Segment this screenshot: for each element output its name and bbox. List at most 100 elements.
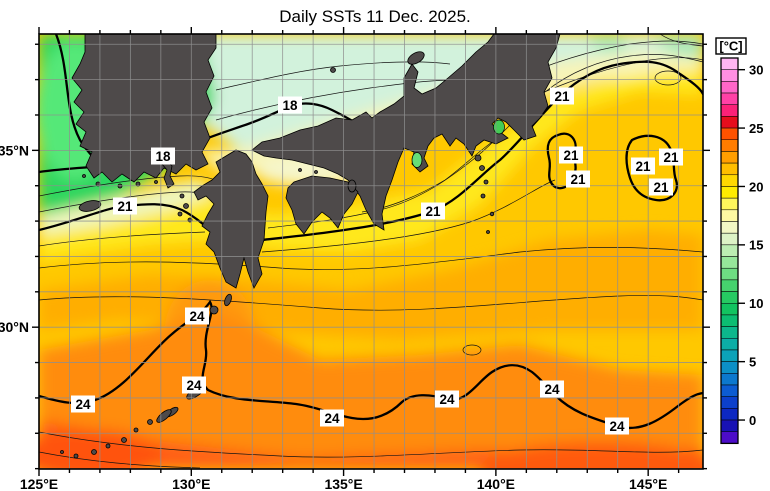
colorbar-segment — [720, 209, 739, 222]
contour-label-value: 21 — [635, 159, 651, 174]
colorbar-segment — [720, 92, 739, 105]
land-korea — [71, 34, 217, 183]
contour-label-value: 24 — [189, 309, 205, 324]
land-tsushima — [161, 159, 175, 189]
colorbar-tick-label: 10 — [749, 296, 763, 311]
contour-label-box — [151, 147, 175, 165]
colorbar-segment — [720, 396, 739, 409]
contour-label-box — [278, 96, 302, 114]
lon-axis-label: 135°E — [324, 476, 362, 491]
colorbar-segment — [720, 408, 739, 421]
colorbar-segment — [720, 174, 739, 187]
isotherm-21-east — [260, 60, 703, 242]
colorbar-segment — [720, 162, 739, 176]
colorbar-segment — [720, 139, 739, 152]
ise-bay — [411, 152, 423, 168]
colorbar-segment — [720, 267, 739, 281]
colorbar: 30 25 20 15 10 5 0 [°C] — [715, 37, 763, 445]
colorbar-tick-label: 30 — [749, 62, 763, 77]
land-masses — [60, 34, 561, 459]
land-sado — [407, 51, 425, 65]
contour-label-value: 21 — [563, 148, 579, 163]
contour-label-value: 21 — [117, 199, 133, 214]
lat-axis-label: 35°N — [0, 142, 29, 158]
colorbar-segment — [720, 116, 739, 129]
colorbar-segment — [720, 256, 739, 269]
contour-label-value: 18 — [282, 98, 298, 113]
contour-label-box — [71, 395, 95, 413]
colorbar-segment — [720, 104, 739, 117]
colorbar-segment — [720, 419, 739, 432]
colorbar-segment — [720, 232, 739, 246]
contour-label-box — [631, 157, 655, 175]
colorbar-segment — [720, 349, 739, 362]
map-frame — [38, 33, 704, 470]
lat-axis-label: 30°N — [0, 319, 29, 335]
colorbar-segment — [720, 338, 739, 351]
contour-label-box — [185, 307, 209, 325]
lon-axis-label: 140°E — [477, 476, 515, 491]
contour-label-value: 18 — [155, 149, 171, 164]
lon-axis-label: 130°E — [172, 476, 210, 491]
colorbar-segment — [720, 151, 739, 164]
colorbar-unit-box — [715, 37, 747, 55]
graticule-grid — [39, 34, 703, 470]
colorbar-segment — [720, 326, 739, 339]
colorbar-segment — [720, 197, 739, 211]
contour-label-value: 21 — [425, 204, 441, 219]
contour-label-value: 24 — [544, 382, 560, 397]
isotherm-24 — [39, 299, 703, 430]
colorbar-outline — [720, 57, 739, 445]
land-kyushu — [193, 149, 269, 289]
contour-label-box — [320, 409, 344, 427]
colorbar-tick-label: 15 — [749, 238, 763, 253]
colorbar-segment — [720, 81, 739, 94]
colorbar-segment — [720, 244, 739, 257]
contour-label-value: 24 — [324, 411, 340, 426]
colorbar-segment — [720, 291, 739, 304]
colorbar-segment — [720, 361, 739, 374]
colorbar-segment — [720, 373, 739, 386]
contour-label-box — [649, 178, 673, 196]
lon-axis-label: 145°E — [629, 476, 667, 491]
contour-label-value: 21 — [554, 89, 570, 104]
contour-label-box — [421, 202, 445, 220]
contour-label-value: 24 — [186, 378, 202, 393]
lon-axis-label: 125°E — [20, 476, 58, 491]
isotherm-21-west — [39, 203, 205, 232]
contour-label-box — [566, 170, 590, 188]
axis-ticks — [32, 27, 710, 476]
contour-label-box — [659, 148, 683, 166]
colorbar-segment — [720, 69, 739, 82]
contour-label-value: 21 — [653, 180, 669, 195]
colorbar-segment — [720, 57, 739, 70]
contour-label-value: 24 — [75, 397, 91, 412]
axis-labels: 125°E 130°E 135°E 140°E 145°E 35°N 30°N — [0, 142, 667, 491]
contour-label-value: 21 — [663, 150, 679, 165]
colorbar-unit-label: [°C] — [719, 39, 742, 54]
colorbar-segment — [720, 186, 739, 199]
colorbar-segment — [720, 314, 739, 327]
colorbar-segment — [720, 221, 739, 234]
colorbar-segment — [720, 431, 739, 444]
contour-label-box — [550, 87, 574, 105]
colorbar-segment — [720, 303, 739, 316]
colorbar-tick-label: 0 — [749, 413, 756, 428]
land-honshu — [251, 34, 561, 231]
colorbar-tick-label: 25 — [749, 121, 763, 136]
colorbar-tick-label: 5 — [749, 354, 756, 369]
contour-label-box — [435, 390, 459, 408]
contour-label-box — [113, 197, 137, 215]
contour-label-box — [540, 380, 564, 398]
land-shikoku — [285, 175, 359, 235]
contour-label-box — [182, 376, 206, 394]
contour-label-box — [559, 146, 583, 164]
colorbar-segment — [720, 279, 739, 292]
contour-label-value: 24 — [609, 419, 625, 434]
land-jeju — [78, 200, 102, 212]
colorbar-segment — [720, 384, 739, 397]
colorbar-segment — [720, 127, 739, 141]
